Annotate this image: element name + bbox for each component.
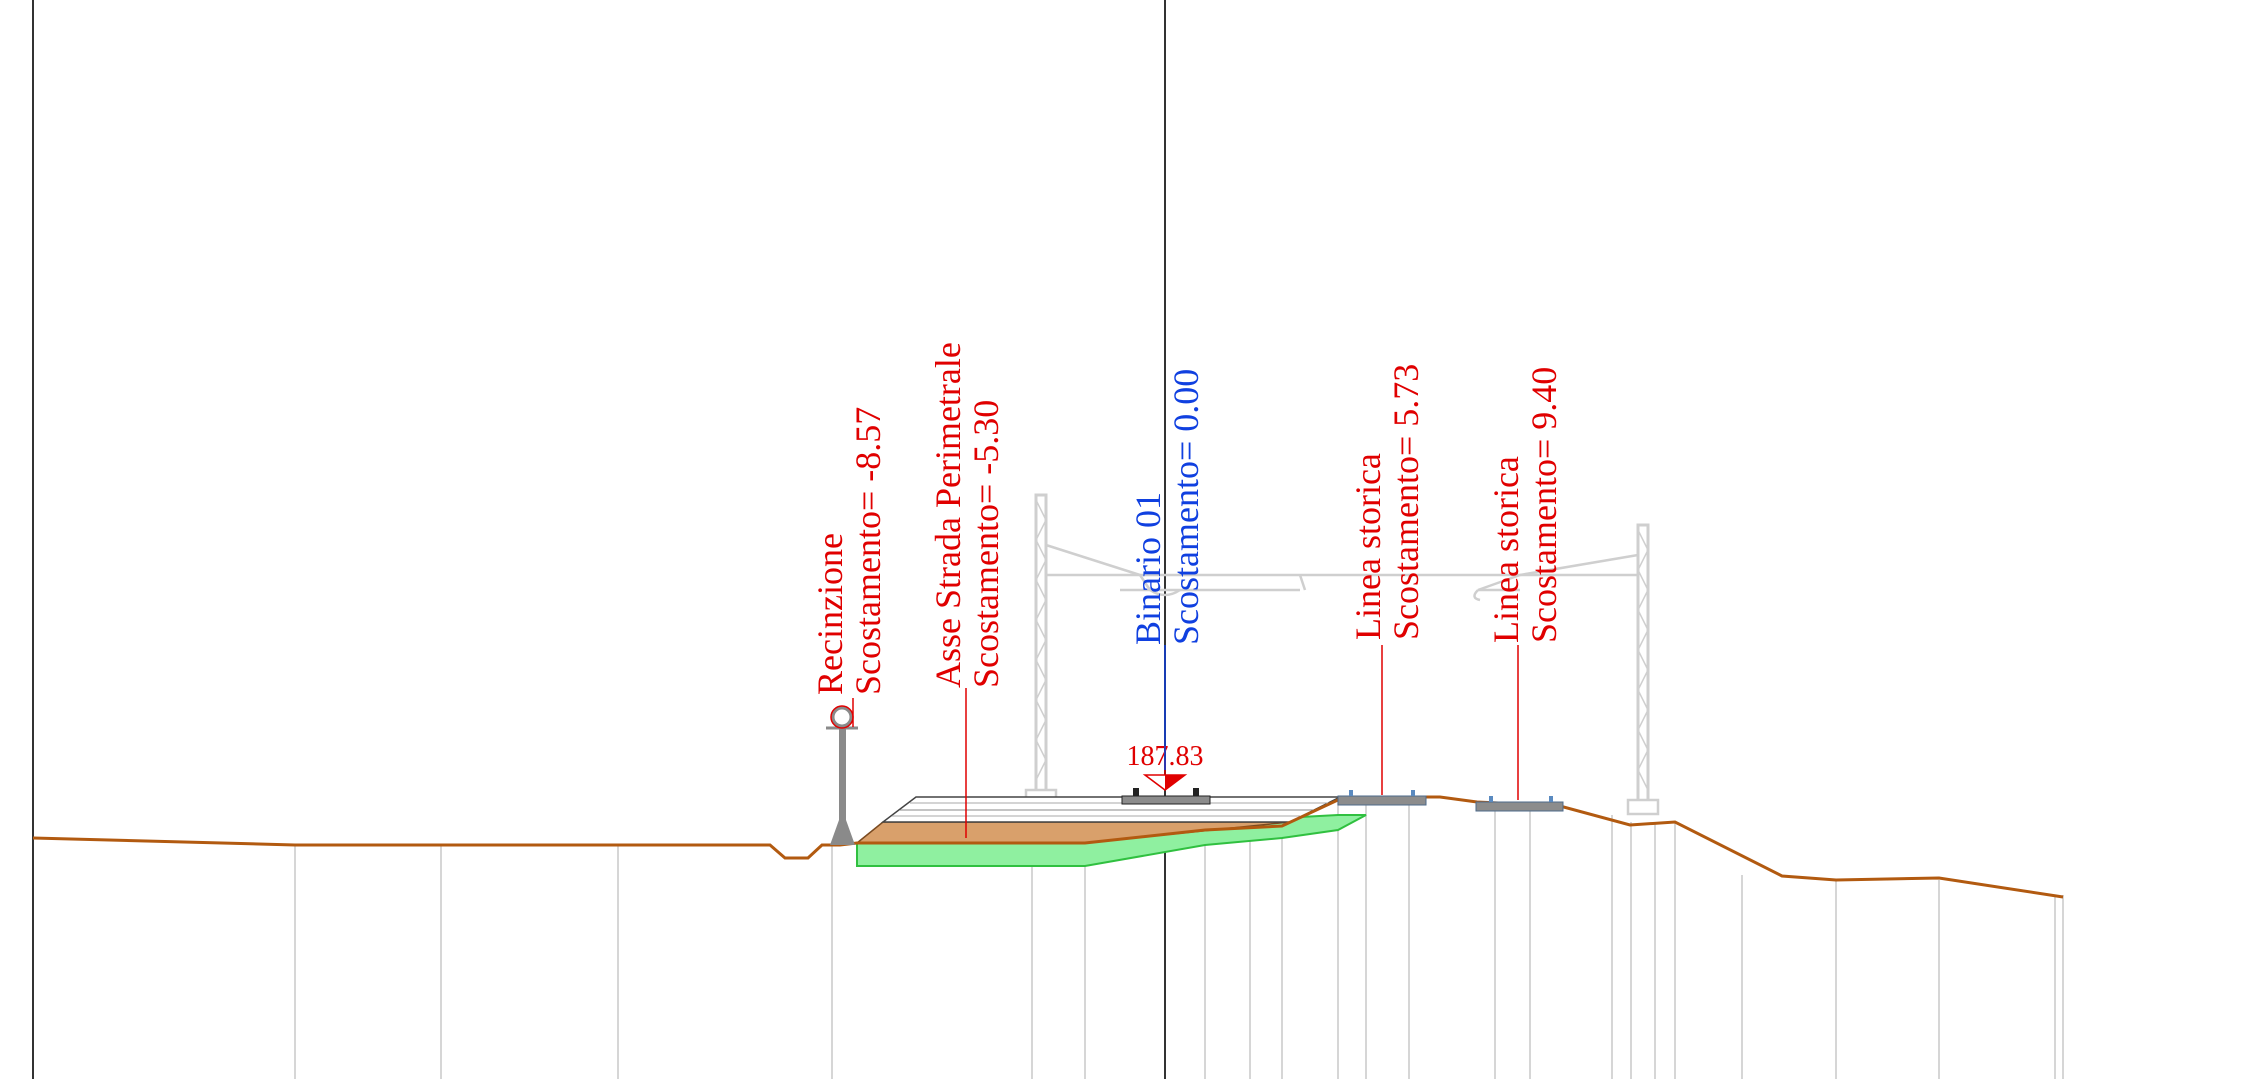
label-linea-storica-2-name: Linea storica [1486, 456, 1526, 643]
track-binario-01 [1121, 788, 1211, 805]
label-linea-storica-2-offset: Scostamento= 9.40 [1524, 367, 1564, 643]
label-linea-storica-1: Linea storica Scostamento= 5.73 [1348, 364, 1426, 640]
station-guide-lines [294, 800, 2064, 1079]
label-asse-strada-offset: Scostamento= -5.30 [966, 400, 1006, 688]
label-recinzione-name: Recinzione [810, 533, 850, 695]
label-binario-name: Binario 01 [1128, 492, 1168, 645]
label-leader-lines [852, 645, 1519, 838]
track-linea-storica-1 [1337, 790, 1427, 806]
track-linea-storica-2 [1475, 796, 1564, 812]
label-linea-storica-1-offset: Scostamento= 5.73 [1386, 364, 1426, 640]
label-binario-offset: Scostamento= 0.00 [1166, 369, 1206, 645]
label-linea-storica-1-name: Linea storica [1348, 453, 1388, 640]
label-recinzione-offset: Scostamento= -8.57 [848, 407, 888, 695]
label-asse-strada-name: Asse Strada Perimetrale [928, 342, 968, 688]
label-recinzione: Recinzione Scostamento= -8.57 [810, 407, 888, 695]
label-binario: Binario 01 Scostamento= 0.00 [1128, 369, 1206, 645]
fence-post-icon [826, 705, 858, 845]
label-asse-strada: Asse Strada Perimetrale Scostamento= -5.… [928, 342, 1006, 688]
label-linea-storica-2: Linea storica Scostamento= 9.40 [1486, 367, 1564, 643]
